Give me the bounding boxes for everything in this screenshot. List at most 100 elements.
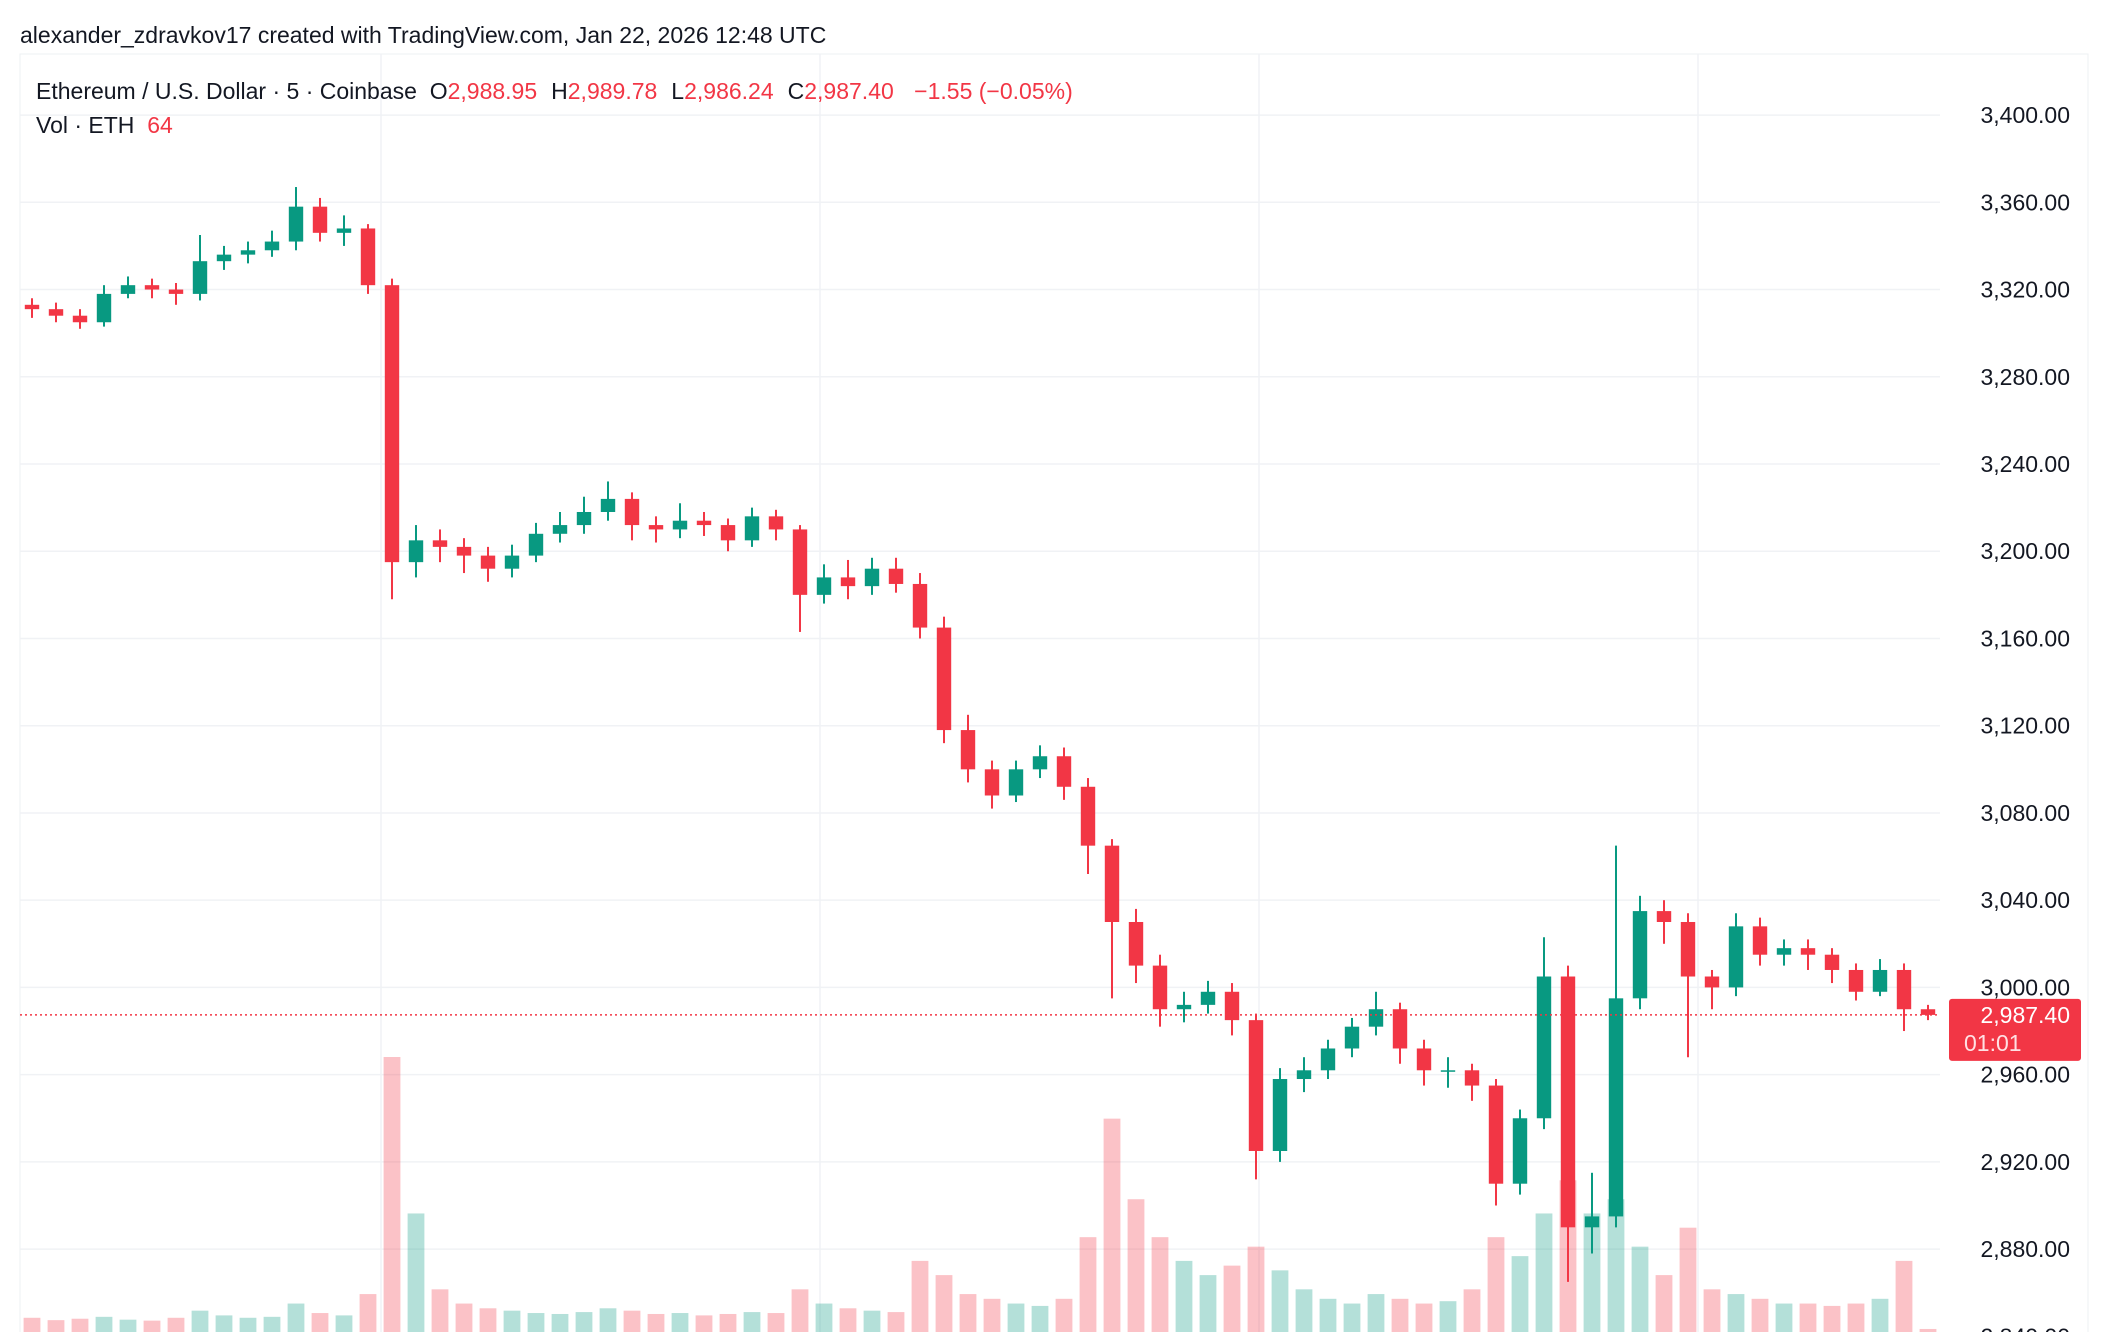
candle-body bbox=[216, 254, 232, 262]
volume-legend: Vol · ETH bbox=[36, 112, 135, 138]
volume-bar bbox=[1271, 1270, 1289, 1332]
candle-body bbox=[1704, 976, 1720, 988]
candle-body bbox=[672, 520, 688, 530]
candle-body bbox=[1248, 1020, 1264, 1151]
volume-bar bbox=[983, 1298, 1001, 1332]
candle-body bbox=[1560, 976, 1576, 1228]
volume-bar bbox=[935, 1275, 953, 1332]
candle-body bbox=[1584, 1216, 1600, 1228]
y-tick-label: 3,080.00 bbox=[1980, 800, 2070, 826]
candle-body bbox=[936, 627, 952, 731]
candle-body bbox=[1056, 756, 1072, 787]
candle-body bbox=[1680, 921, 1696, 977]
volume-bar bbox=[503, 1310, 521, 1332]
volume-bar bbox=[119, 1319, 137, 1332]
volume-bar bbox=[1199, 1275, 1217, 1332]
volume-bar bbox=[887, 1312, 905, 1332]
volume-bar bbox=[1679, 1227, 1697, 1332]
volume-bar bbox=[479, 1308, 497, 1332]
volume-bar bbox=[215, 1315, 233, 1332]
volume-bar bbox=[863, 1310, 881, 1332]
y-tick-label: 3,320.00 bbox=[1980, 277, 2070, 303]
ohlc-value: 2,989.78 bbox=[567, 78, 658, 104]
y-tick-label: 3,400.00 bbox=[1980, 102, 2070, 128]
volume-bar bbox=[527, 1313, 545, 1332]
candle-body bbox=[624, 498, 640, 526]
candle-body bbox=[120, 285, 136, 294]
volume-bar bbox=[287, 1303, 305, 1332]
volume-bar bbox=[575, 1312, 593, 1332]
volume-bar bbox=[647, 1313, 665, 1332]
volume-bar bbox=[359, 1294, 377, 1332]
volume-bar bbox=[623, 1310, 641, 1332]
volume-bar bbox=[407, 1213, 425, 1332]
candle-body bbox=[1176, 1004, 1192, 1010]
volume-bar bbox=[143, 1320, 161, 1332]
ohlc: O2,988.95 H2,989.78 L2,986.24 C2,987.40 bbox=[430, 78, 908, 104]
ohlc-letter: C bbox=[787, 78, 805, 104]
candle-body bbox=[1032, 756, 1048, 770]
candle-body bbox=[1848, 969, 1864, 992]
candle-body bbox=[168, 289, 184, 294]
candle-body bbox=[648, 525, 664, 530]
candle-body bbox=[1392, 1009, 1408, 1049]
candle-body bbox=[1224, 991, 1240, 1021]
candle-body bbox=[1656, 911, 1672, 922]
candle-body bbox=[240, 250, 256, 255]
volume-bar bbox=[239, 1317, 257, 1332]
candle-body bbox=[456, 546, 472, 556]
volume-bar bbox=[1751, 1298, 1769, 1332]
candle-body bbox=[192, 261, 208, 294]
candle-body bbox=[744, 516, 760, 541]
candle-body bbox=[1440, 1070, 1456, 1072]
volume-bar bbox=[1223, 1265, 1241, 1332]
legend-row: Vol · ETH 64 bbox=[36, 108, 1073, 142]
volume-bar bbox=[815, 1303, 833, 1332]
candle-body bbox=[72, 315, 88, 323]
volume-bar bbox=[1895, 1260, 1913, 1332]
volume-bar bbox=[959, 1294, 977, 1332]
candle-body bbox=[816, 577, 832, 595]
vertical-grid bbox=[380, 54, 1699, 1332]
y-tick-label: 3,200.00 bbox=[1980, 538, 2070, 564]
candle-body bbox=[384, 285, 400, 563]
candle-body bbox=[552, 525, 568, 534]
volume-bar bbox=[1055, 1298, 1073, 1332]
candle-body bbox=[1608, 998, 1624, 1217]
volume-bar bbox=[1871, 1298, 1889, 1332]
candle-body bbox=[1128, 921, 1144, 966]
volume-bar bbox=[1439, 1301, 1457, 1332]
volume-bar bbox=[839, 1308, 857, 1332]
candle-body bbox=[1272, 1079, 1288, 1151]
candle-body bbox=[288, 206, 304, 242]
ohlc-value: 2,988.95 bbox=[447, 78, 538, 104]
candle-body bbox=[1512, 1118, 1528, 1184]
volume-bar bbox=[1487, 1237, 1505, 1332]
candle-body bbox=[960, 730, 976, 770]
y-tick-label: 2,840.00 bbox=[1980, 1323, 2070, 1332]
volume-bar bbox=[1007, 1303, 1025, 1332]
candle-body bbox=[1800, 948, 1816, 955]
volume-bar bbox=[767, 1313, 785, 1332]
ohlc-value: 2,986.24 bbox=[684, 78, 774, 104]
candle-body bbox=[504, 555, 520, 569]
legend-row: Ethereum / U.S. Dollar · 5 · Coinbase O2… bbox=[36, 74, 1073, 108]
candle-body bbox=[1464, 1070, 1480, 1086]
symbol: Ethereum / U.S. Dollar · 5 · Coinbase bbox=[36, 78, 417, 104]
volume-bar bbox=[911, 1260, 929, 1332]
y-tick-label: 3,360.00 bbox=[1980, 189, 2070, 215]
volume-value: 64 bbox=[147, 112, 173, 138]
candle-body bbox=[864, 568, 880, 587]
candle-body bbox=[720, 525, 736, 541]
volume-bar bbox=[599, 1308, 617, 1332]
volume-bar bbox=[335, 1315, 353, 1332]
volume-bar bbox=[719, 1313, 737, 1332]
volume-bar bbox=[1295, 1289, 1313, 1332]
volume-bar bbox=[1703, 1289, 1721, 1332]
ohlc-value: 2,987.40 bbox=[804, 78, 894, 104]
volume-bar bbox=[1415, 1303, 1433, 1332]
y-tick-label: 3,160.00 bbox=[1980, 625, 2070, 651]
volume-bar bbox=[263, 1316, 281, 1332]
candle-body bbox=[1104, 845, 1120, 922]
change: −1.55 (−0.05%) bbox=[914, 78, 1073, 104]
